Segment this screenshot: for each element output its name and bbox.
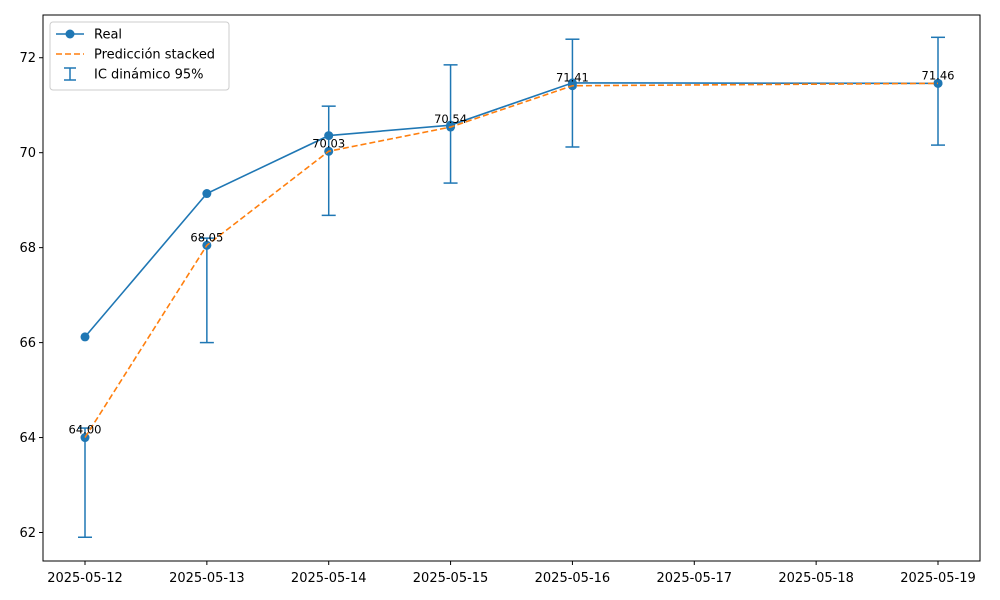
prediction-data-label: 70.03 — [312, 136, 345, 150]
x-tick-label: 2025-05-18 — [778, 571, 854, 586]
x-tick-label: 2025-05-17 — [657, 571, 733, 586]
x-tick-label: 2025-05-14 — [291, 571, 367, 586]
x-tick-label: 2025-05-16 — [535, 571, 611, 586]
prediction-data-label: 71.46 — [922, 68, 955, 82]
legend-box — [49, 21, 230, 91]
prediction-data-label: 70.54 — [434, 112, 467, 126]
plot-area: 64.00 68.05 70.03 70.54 71.41 71.46 — [69, 36, 955, 539]
y-tick-label: 68 — [19, 241, 36, 256]
series-line-real — [84, 82, 939, 338]
axes-frame — [42, 14, 981, 562]
axes: 2025-05-12 2025-05-13 2025-05-14 2025-05-15… — [19, 51, 975, 586]
series-line-prediction — [84, 82, 939, 438]
legend: Real Predicción stacked IC dinámico 95% — [49, 21, 230, 91]
prediction-data-label: 68.05 — [190, 230, 223, 244]
x-tick-label: 2025-05-12 — [47, 571, 123, 586]
prediction-data-label: 64.00 — [69, 423, 102, 437]
y-tick-label: 62 — [19, 526, 36, 541]
real-point — [202, 189, 212, 199]
real-point — [324, 131, 334, 141]
y-tick-label: 66 — [19, 336, 36, 351]
legend-label-ci: IC dinámico 95% — [94, 68, 204, 83]
prediction-data-label: 71.41 — [556, 71, 589, 85]
y-tick-label: 64 — [19, 431, 36, 446]
x-tick-label: 2025-05-13 — [169, 571, 245, 586]
x-tick-label: 2025-05-19 — [900, 571, 976, 586]
legend-marker-real — [65, 29, 75, 39]
real-point — [567, 78, 577, 88]
legend-label-prediction: Predicción stacked — [94, 48, 215, 63]
x-tick-label: 2025-05-15 — [413, 571, 489, 586]
real-point — [446, 120, 456, 130]
real-point — [80, 332, 90, 342]
y-tick-label: 70 — [19, 146, 36, 161]
y-tick-label: 72 — [19, 51, 36, 66]
legend-label-real: Real — [94, 28, 122, 43]
